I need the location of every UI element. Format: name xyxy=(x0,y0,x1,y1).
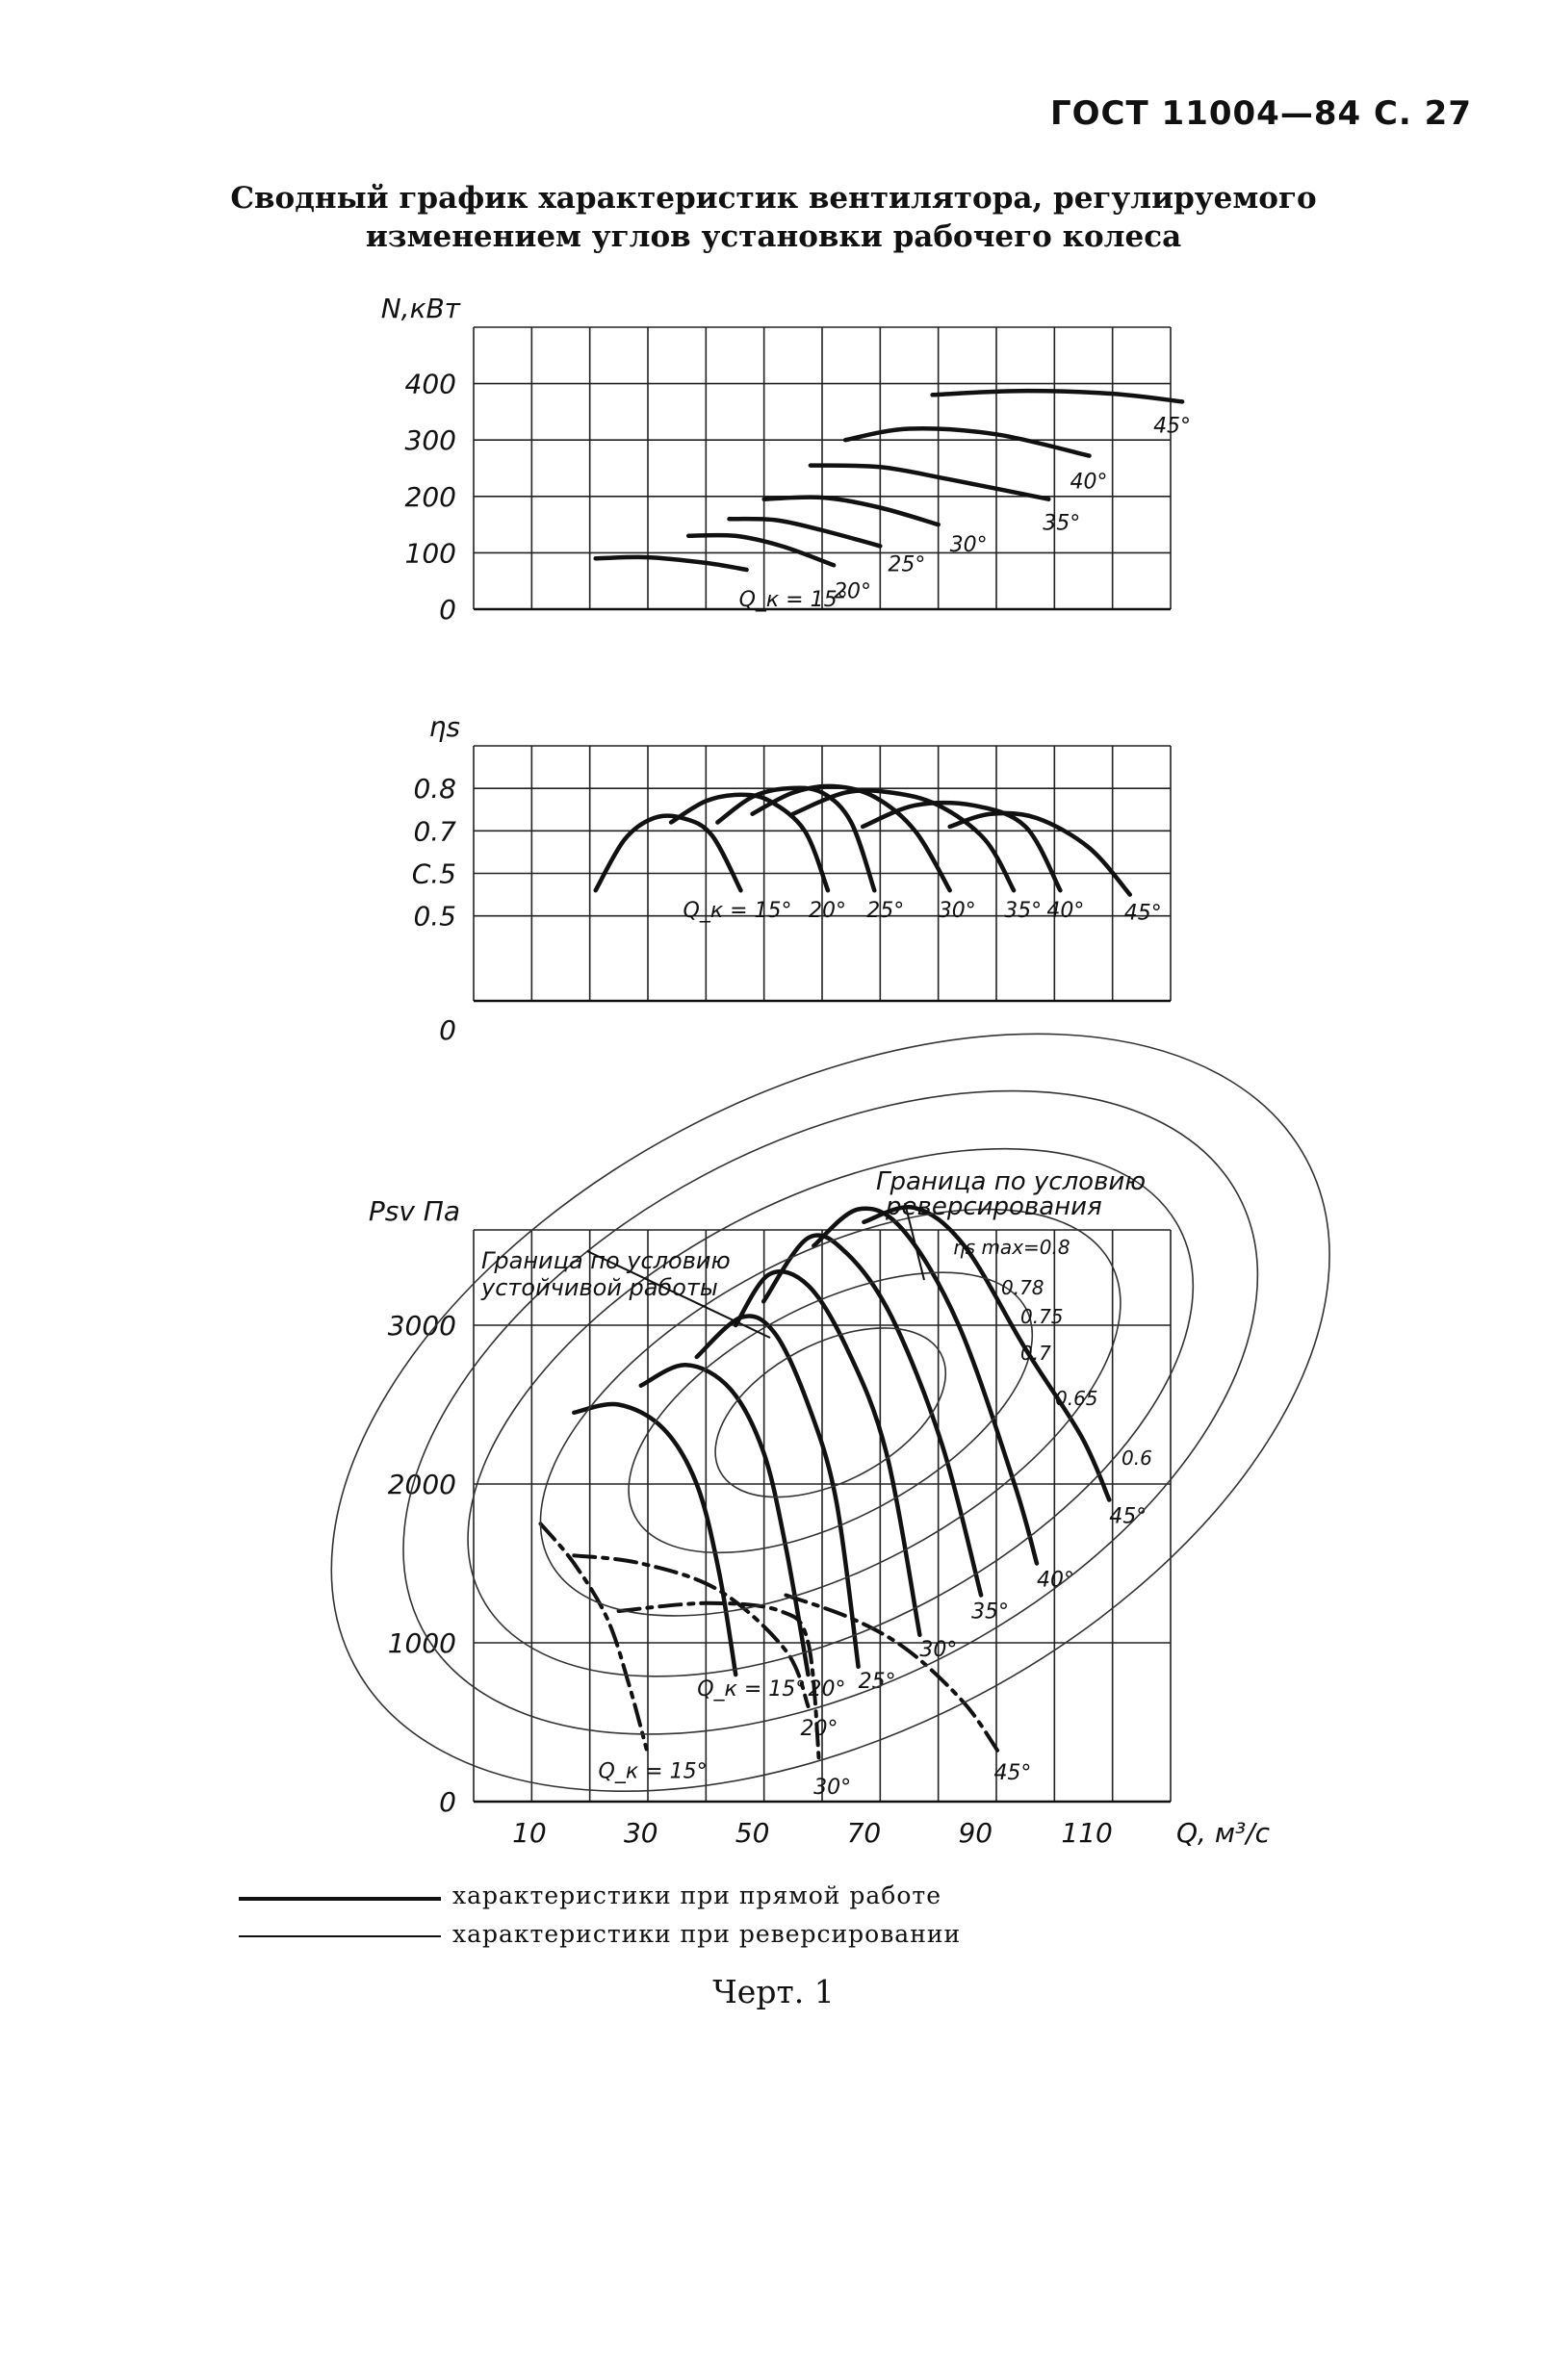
pressure-series-label: Q_к = 15° xyxy=(599,1760,708,1784)
power-series-label: Q_к = 15° xyxy=(739,588,848,612)
efficiency-series-label: 20° xyxy=(809,899,846,923)
figure-caption: Черт. 1 xyxy=(712,1973,835,2010)
pressure-contour-label: ηs max=0.8 xyxy=(953,1236,1070,1259)
pressure-series-line xyxy=(694,1314,861,1670)
pressure-grid xyxy=(473,1229,1172,1804)
efficiency-ytick-label: 0.5 xyxy=(413,901,456,933)
pressure-ytick-label: 1000 xyxy=(388,1627,456,1659)
legend-solid-line xyxy=(239,1897,441,1901)
efficiency-ytick-label: 0.7 xyxy=(413,815,456,847)
pressure-xtick-label: 110 xyxy=(1061,1817,1112,1849)
pressure-contour-label: 0.65 xyxy=(1055,1387,1098,1410)
pressure-series-label: 45° xyxy=(1109,1505,1147,1529)
power-series-label: 20° xyxy=(834,579,871,603)
efficiency-series-line xyxy=(860,800,1063,893)
legend-solid-label: характеристики при прямой работе xyxy=(452,1881,942,1909)
legend-dashed-label: характеристики при реверсировании xyxy=(452,1920,962,1948)
power-series-line xyxy=(685,532,837,568)
pressure-series-line xyxy=(784,1593,1000,1753)
pressure-contour-label: 0.7 xyxy=(1020,1342,1051,1365)
efficiency-ytick-label: 0 xyxy=(439,1014,456,1046)
efficiency-series-label: 25° xyxy=(866,899,904,923)
pressure-series-label: 45° xyxy=(993,1761,1031,1785)
efficiency-series-line xyxy=(593,813,743,893)
pressure-annotation-leader xyxy=(586,1202,925,1339)
power-series-label: 45° xyxy=(1153,414,1191,438)
pressure-series-label: 35° xyxy=(971,1600,1009,1625)
power-ylabel: N,кВт xyxy=(381,293,461,324)
efficiency-ytick-label: C.5 xyxy=(412,858,456,890)
power-series-line xyxy=(842,426,1092,458)
pressure-series-line xyxy=(733,1269,922,1638)
pressure-series-label: 30° xyxy=(813,1776,851,1800)
pressure-series-line xyxy=(638,1363,811,1677)
pressure-efficiency-contour xyxy=(539,1208,1122,1617)
pressure-xtick-label: 70 xyxy=(847,1817,882,1849)
power-ytick-label: 100 xyxy=(405,537,456,569)
power-series-label: 30° xyxy=(950,533,988,557)
pressure-efficiency-contour xyxy=(330,1033,1330,1792)
power-series-line xyxy=(761,495,941,527)
efficiency-series-line xyxy=(790,788,1017,893)
pressure-annotation-reversal: Граница по условию xyxy=(876,1167,1146,1196)
power-ytick-label: 0 xyxy=(439,594,456,626)
power-ytick-label: 200 xyxy=(405,481,456,513)
efficiency-series-line xyxy=(715,785,877,893)
pressure-efficiency-contour xyxy=(402,1089,1259,1735)
efficiency-series-label: 30° xyxy=(939,899,976,923)
figure-title-line-2: изменением углов установки рабочего коле… xyxy=(365,219,1182,254)
efficiency-series-line xyxy=(750,783,952,893)
pressure-series-line xyxy=(812,1206,1040,1566)
figure-title-line-1: Сводный график характеристик вентилятора… xyxy=(230,181,1317,216)
power-series-label: 35° xyxy=(1043,512,1080,536)
pressure-contour-label: 0.75 xyxy=(1020,1305,1064,1328)
pressure-series-line xyxy=(862,1205,1112,1502)
power-series-line xyxy=(727,516,883,549)
pressure-annotation-stability: устойчивой работы xyxy=(480,1274,718,1301)
pressure-annotation-reversal: реверсирования xyxy=(885,1192,1102,1221)
power-series-line xyxy=(593,554,749,573)
efficiency-series-label: 40° xyxy=(1046,899,1084,923)
pressure-xlabel: Q, м³/с xyxy=(1176,1817,1271,1849)
power-series-label: 40° xyxy=(1070,471,1108,495)
page-header: ГОСТ 11004—84 С. 27 xyxy=(1049,94,1472,133)
pressure-xtick-label: 10 xyxy=(512,1817,547,1849)
pressure-efficiency-contour xyxy=(467,1147,1195,1677)
legend-dashed-line xyxy=(239,1935,441,1937)
efficiency-series-label: Q_к = 15° xyxy=(683,899,792,923)
efficiency-series-label: 45° xyxy=(1124,902,1162,926)
pressure-ytick-label: 0 xyxy=(439,1786,456,1818)
power-series-line xyxy=(808,463,1051,501)
pressure-series-line xyxy=(572,1401,738,1677)
pressure-series-line xyxy=(538,1522,649,1752)
pressure-contour-label: 0.78 xyxy=(1001,1276,1044,1299)
pressure-series-line xyxy=(761,1233,984,1598)
pressure-ytick-label: 2000 xyxy=(388,1469,456,1500)
pressure-contour-label: 0.6 xyxy=(1122,1446,1152,1470)
efficiency-ylabel: ηs xyxy=(429,711,460,743)
power-ytick-label: 300 xyxy=(405,424,456,456)
power-grid xyxy=(473,326,1172,611)
efficiency-series-line xyxy=(947,810,1133,897)
efficiency-ytick-label: 0.8 xyxy=(413,773,456,805)
pressure-ylabel: Psv Па xyxy=(369,1195,460,1227)
pressure-efficiency-contour xyxy=(714,1327,947,1498)
efficiency-series-label: 35° xyxy=(1004,899,1042,923)
power-series-line xyxy=(930,388,1185,404)
pressure-efficiency-contour xyxy=(628,1271,1034,1554)
pressure-series-line xyxy=(572,1553,811,1708)
power-series-label: 25° xyxy=(888,552,925,576)
pressure-xtick-label: 30 xyxy=(624,1817,658,1849)
pressure-series-line xyxy=(616,1600,822,1767)
pressure-xtick-label: 90 xyxy=(958,1817,993,1849)
pressure-series-label: 30° xyxy=(919,1638,957,1662)
power-ytick-label: 400 xyxy=(405,369,456,400)
pressure-xtick-label: 50 xyxy=(735,1817,770,1849)
pressure-series-label: Q_к = 15° xyxy=(697,1677,806,1702)
